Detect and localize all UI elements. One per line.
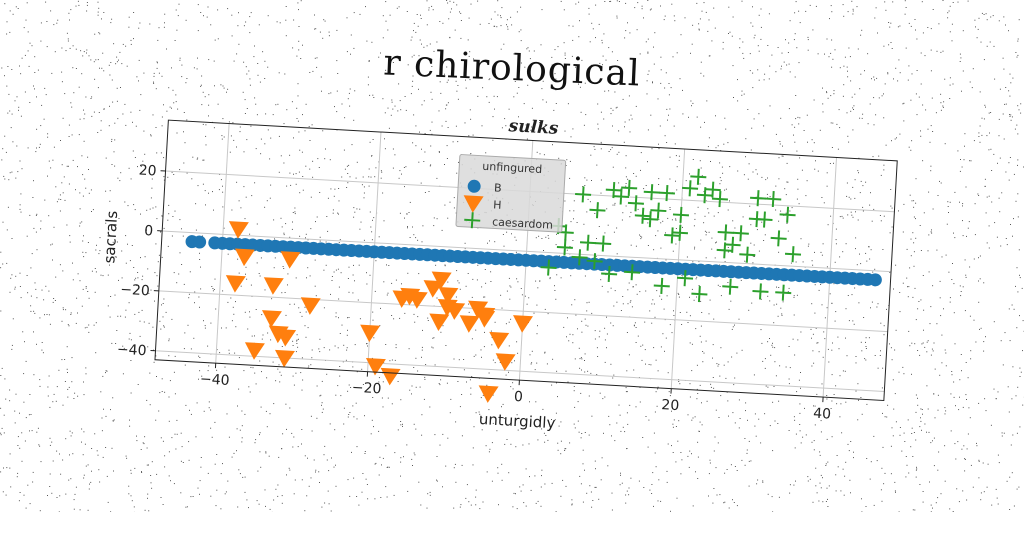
- data-point: [359, 325, 380, 343]
- data-point: [459, 315, 480, 333]
- data-point: [634, 207, 651, 224]
- data-point: [672, 224, 689, 241]
- data-point: [478, 385, 499, 403]
- data-point: [428, 313, 449, 331]
- data-point: [712, 191, 729, 208]
- data-point: [717, 224, 734, 241]
- x-tick-label: 40: [813, 406, 832, 423]
- y-tick-label: −20: [120, 282, 150, 300]
- data-point: [261, 310, 282, 328]
- data-point: [263, 277, 284, 295]
- series-caesardom: [539, 160, 805, 307]
- data-point: [664, 227, 681, 244]
- data-point: [722, 278, 739, 295]
- data-point: [280, 251, 301, 269]
- data-point: [225, 275, 246, 293]
- x-axis-label: unturgidly: [478, 410, 556, 432]
- data-point: [642, 211, 659, 228]
- y-tick-label: 0: [144, 223, 154, 239]
- y-tick-label: −40: [116, 342, 146, 360]
- data-point: [779, 206, 796, 223]
- data-point: [488, 332, 509, 350]
- data-point: [589, 202, 606, 219]
- data-point: [785, 246, 802, 263]
- data-point: [621, 180, 638, 197]
- data-point: [682, 180, 699, 197]
- data-point: [380, 368, 401, 386]
- data-point: [575, 186, 592, 203]
- data-point: [775, 284, 792, 301]
- x-tick-label: 20: [661, 397, 680, 414]
- data-point: [512, 315, 533, 333]
- y-axis-label: sacrals: [100, 210, 121, 264]
- data-point: [691, 286, 708, 303]
- data-point: [228, 221, 249, 239]
- data-point: [752, 283, 769, 300]
- x-tick-label: 0: [514, 389, 524, 405]
- data-point: [495, 353, 516, 371]
- y-gridline: [155, 351, 884, 392]
- data-point: [673, 206, 690, 223]
- data-point: [756, 211, 773, 228]
- data-point: [739, 246, 756, 263]
- data-point: [244, 342, 265, 360]
- legend-label: H: [493, 198, 502, 211]
- data-point: [650, 202, 667, 219]
- x-tick-label: −40: [200, 371, 230, 389]
- data-point: [580, 234, 597, 251]
- data-point: [274, 350, 295, 368]
- y-tick-label: 20: [138, 163, 157, 180]
- data-point: [770, 230, 787, 247]
- data-point: [234, 249, 255, 267]
- chart-title: sulks: [507, 116, 559, 139]
- data-point: [690, 168, 707, 185]
- legend-label: B: [494, 181, 502, 194]
- data-point: [732, 225, 749, 242]
- data-point: [595, 235, 612, 252]
- x-tick-label: −20: [351, 380, 381, 398]
- data-point: [300, 297, 321, 315]
- data-point: [653, 277, 670, 294]
